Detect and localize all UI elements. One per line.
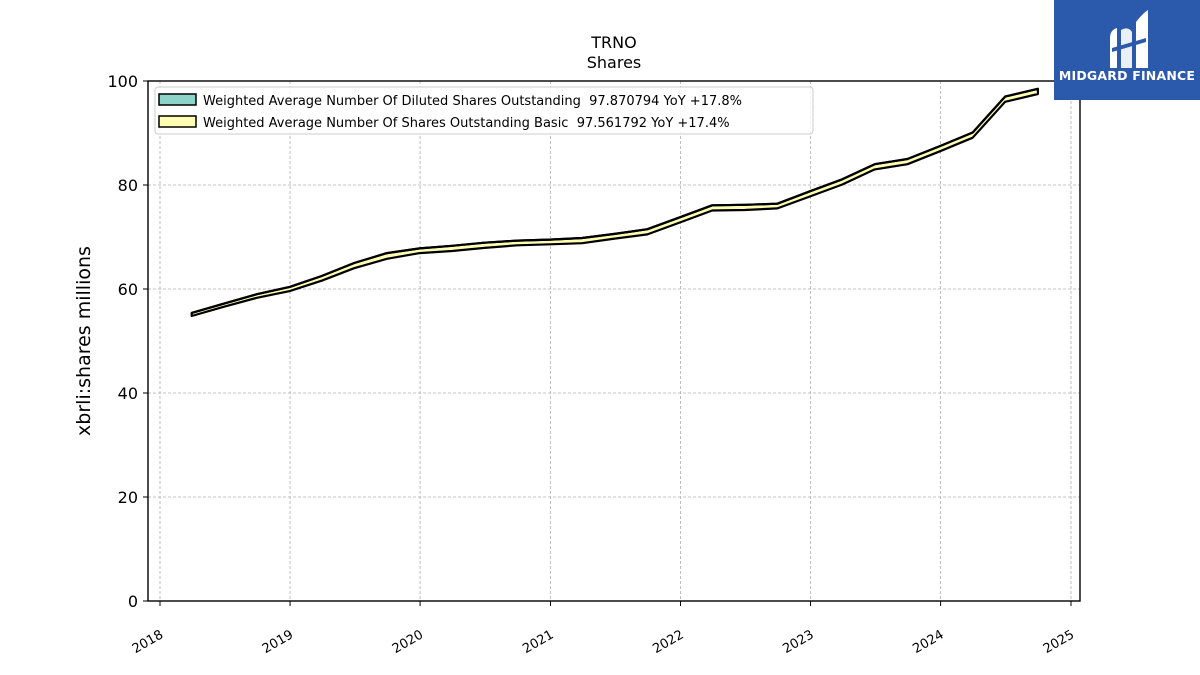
legend-swatch-diluted	[158, 93, 197, 106]
y-tick-label: 0	[128, 592, 138, 611]
y-tick-label: 100	[107, 72, 138, 91]
series-layer	[190, 87, 1040, 318]
y-tick-label: 80	[118, 176, 138, 195]
legend-label-diluted: Weighted Average Number Of Diluted Share…	[203, 94, 742, 109]
midgard-logo-icon	[1110, 10, 1148, 68]
midgard-finance-logo: MIDGARD FINANCE	[1054, 0, 1200, 100]
x-tick-label: 2020	[390, 627, 426, 657]
y-axis-label: xbrli:shares millions	[73, 246, 95, 436]
x-tick-label: 2018	[130, 627, 166, 657]
chart-title: TRNO	[590, 33, 636, 52]
legend-box	[154, 86, 814, 135]
y-tick-label: 20	[118, 488, 138, 507]
x-tick-label: 2022	[650, 627, 686, 657]
x-axis: 2018 2019 2020 2021 2022 2023 2024 2025	[130, 601, 1077, 657]
x-tick-label: 2025	[1041, 627, 1077, 657]
legend: Weighted Average Number Of Diluted Share…	[154, 86, 814, 135]
x-tick-label: 2021	[520, 627, 556, 657]
chart-subtitle: Shares	[587, 53, 642, 72]
plot-frame	[147, 80, 1081, 602]
legend-label-basic: Weighted Average Number Of Shares Outsta…	[203, 116, 730, 131]
x-tick-label: 2023	[780, 627, 816, 657]
x-tick-label: 2024	[910, 627, 946, 657]
grid-lines	[148, 80, 1080, 602]
y-axis: 0 20 40 60 80 100	[107, 72, 148, 611]
y-tick-label: 40	[118, 384, 138, 403]
y-tick-label: 60	[118, 280, 138, 299]
legend-swatch-basic	[158, 115, 197, 128]
logo-text: MIDGARD FINANCE	[1058, 68, 1196, 83]
x-tick-label: 2019	[260, 627, 296, 657]
series-line-diluted	[191, 87, 1039, 314]
